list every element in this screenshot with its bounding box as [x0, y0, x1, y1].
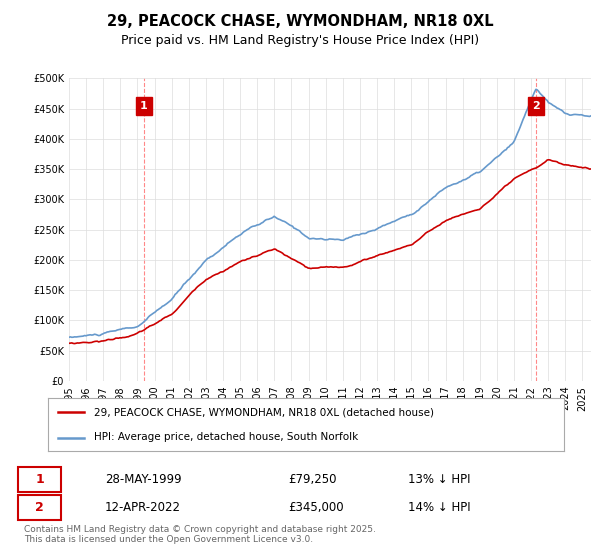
FancyBboxPatch shape — [18, 495, 61, 520]
Text: 13% ↓ HPI: 13% ↓ HPI — [408, 473, 470, 487]
Text: 2: 2 — [35, 501, 44, 514]
Text: 28-MAY-1999: 28-MAY-1999 — [105, 473, 182, 487]
FancyBboxPatch shape — [18, 468, 61, 492]
Text: 29, PEACOCK CHASE, WYMONDHAM, NR18 0XL (detached house): 29, PEACOCK CHASE, WYMONDHAM, NR18 0XL (… — [94, 408, 434, 418]
Text: 14% ↓ HPI: 14% ↓ HPI — [408, 501, 470, 514]
Text: 2: 2 — [532, 101, 540, 111]
Text: Contains HM Land Registry data © Crown copyright and database right 2025.
This d: Contains HM Land Registry data © Crown c… — [24, 525, 376, 544]
Text: £345,000: £345,000 — [288, 501, 344, 514]
Text: 1: 1 — [35, 473, 44, 487]
Text: HPI: Average price, detached house, South Norfolk: HPI: Average price, detached house, Sout… — [94, 432, 359, 442]
Text: Price paid vs. HM Land Registry's House Price Index (HPI): Price paid vs. HM Land Registry's House … — [121, 34, 479, 46]
Text: 29, PEACOCK CHASE, WYMONDHAM, NR18 0XL: 29, PEACOCK CHASE, WYMONDHAM, NR18 0XL — [107, 14, 493, 29]
Text: 1: 1 — [140, 101, 148, 111]
Text: £79,250: £79,250 — [288, 473, 337, 487]
Text: 12-APR-2022: 12-APR-2022 — [105, 501, 181, 514]
